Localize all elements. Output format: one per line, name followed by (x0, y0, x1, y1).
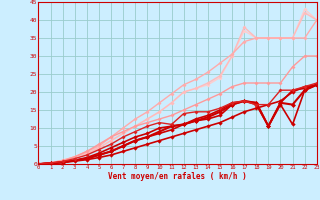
X-axis label: Vent moyen/en rafales ( km/h ): Vent moyen/en rafales ( km/h ) (108, 172, 247, 181)
